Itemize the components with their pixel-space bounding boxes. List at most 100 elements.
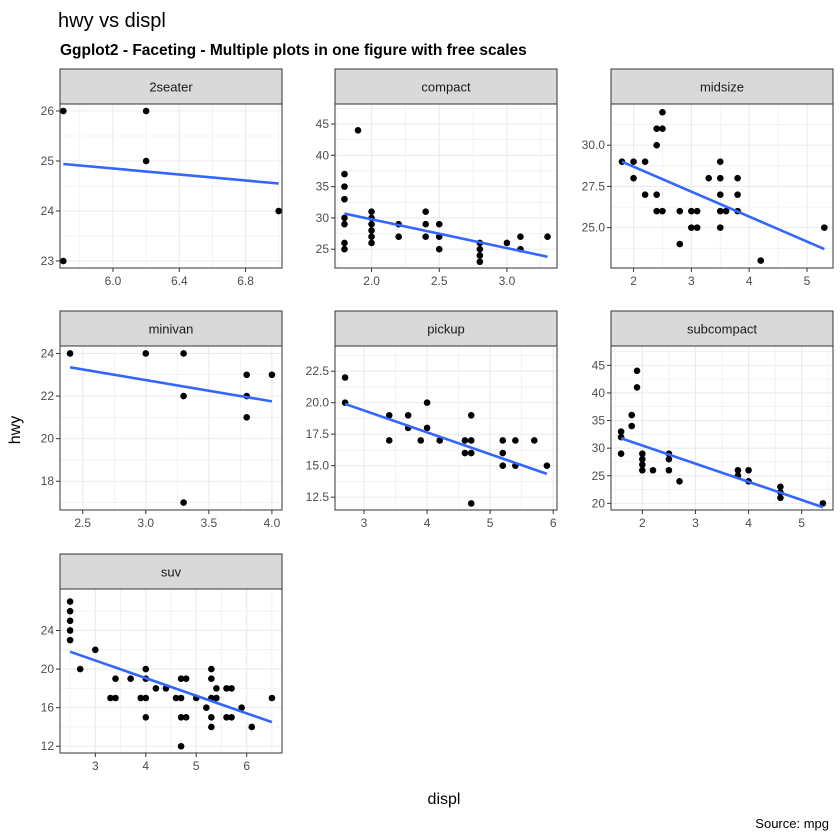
facet-strip-label-compact: compact bbox=[421, 80, 471, 95]
data-point bbox=[641, 158, 649, 165]
x-tick-label: 3 bbox=[692, 516, 699, 530]
data-point bbox=[341, 239, 348, 247]
data-point bbox=[275, 207, 282, 215]
data-point bbox=[499, 449, 507, 457]
data-point bbox=[395, 233, 402, 241]
y-tick-label: 30 bbox=[592, 441, 606, 455]
data-point bbox=[461, 449, 469, 457]
data-point bbox=[243, 414, 250, 421]
data-point bbox=[628, 422, 636, 430]
data-point bbox=[142, 714, 150, 721]
chart-title: hwy vs displ bbox=[58, 10, 166, 32]
data-point bbox=[461, 437, 469, 444]
trend-line-midsize bbox=[621, 160, 825, 251]
data-point bbox=[512, 437, 519, 444]
data-point bbox=[66, 607, 74, 615]
data-point bbox=[716, 158, 724, 165]
x-tick-label: 4.0 bbox=[264, 516, 281, 530]
data-point bbox=[341, 214, 348, 222]
data-point bbox=[676, 207, 684, 215]
data-point bbox=[213, 685, 220, 692]
facet-2seater: 2seater 6.0 6.4 6.8 23 24 25 26 bbox=[41, 68, 283, 288]
data-point bbox=[60, 107, 67, 115]
data-point bbox=[152, 685, 160, 692]
data-point bbox=[716, 191, 724, 198]
y-tick-label: 25 bbox=[316, 242, 330, 256]
y-tick-label: 45 bbox=[316, 117, 330, 131]
data-point bbox=[649, 466, 657, 474]
data-point bbox=[76, 665, 84, 673]
x-tick-label: 3 bbox=[361, 516, 368, 530]
data-point bbox=[476, 245, 484, 253]
x-tick-label: 6 bbox=[243, 759, 250, 773]
data-point bbox=[182, 675, 190, 683]
data-point bbox=[142, 107, 150, 115]
y-tick-label: 24 bbox=[41, 346, 55, 360]
data-point bbox=[517, 233, 524, 241]
data-point bbox=[653, 191, 660, 198]
data-point bbox=[639, 455, 646, 463]
facet-strip-label-subcompact: subcompact bbox=[687, 322, 757, 337]
data-point bbox=[757, 257, 765, 264]
data-point bbox=[659, 108, 666, 116]
data-point bbox=[66, 627, 74, 634]
data-point bbox=[777, 494, 784, 502]
data-point bbox=[630, 158, 637, 165]
y-tick-label: 16 bbox=[41, 701, 55, 715]
data-point bbox=[172, 694, 180, 702]
data-point bbox=[436, 437, 443, 444]
data-point bbox=[821, 224, 828, 231]
panel-background-pickup bbox=[335, 346, 557, 510]
facet-suv: suv 3 4 5 6 12 16 20 24 bbox=[41, 553, 283, 773]
data-point bbox=[499, 437, 507, 444]
x-tick-label: 2.5 bbox=[74, 516, 91, 530]
data-point bbox=[530, 437, 538, 444]
data-point bbox=[499, 462, 507, 469]
y-tick-label: 35 bbox=[592, 414, 606, 428]
data-point bbox=[66, 636, 74, 644]
y-tick-label: 17.5 bbox=[306, 427, 330, 441]
data-point bbox=[665, 455, 673, 463]
chart-caption: Source: mpg bbox=[755, 816, 829, 831]
facet-strip-subcompact bbox=[610, 310, 834, 347]
data-point bbox=[693, 207, 701, 215]
data-point bbox=[112, 694, 119, 702]
data-point bbox=[368, 233, 375, 241]
data-point bbox=[716, 207, 724, 215]
data-point bbox=[653, 207, 660, 215]
data-point bbox=[248, 723, 256, 731]
facet-strip-pickup bbox=[334, 310, 558, 347]
facet-pickup: pickup 3 4 5 6 12.5 15.0 17.5 20.0 22.5 bbox=[306, 310, 558, 530]
data-point bbox=[633, 384, 641, 391]
data-point bbox=[107, 694, 114, 702]
y-tick-label: 35 bbox=[316, 180, 330, 194]
facet-strip-midsize bbox=[610, 68, 834, 105]
data-point bbox=[127, 675, 134, 683]
panel-border-subcompact bbox=[610, 345, 834, 511]
data-point bbox=[734, 191, 741, 198]
data-point bbox=[228, 714, 235, 721]
data-point bbox=[142, 665, 150, 673]
data-point bbox=[243, 371, 250, 379]
facet-strip-compact bbox=[334, 68, 558, 105]
data-point bbox=[705, 174, 713, 182]
data-point bbox=[177, 675, 185, 683]
facet-strip-minivan bbox=[59, 310, 283, 347]
x-tick-label: 6.0 bbox=[105, 274, 122, 288]
panel-grid-pickup bbox=[335, 346, 557, 510]
x-tick-label: 3 bbox=[688, 274, 695, 288]
x-tick-label: 6.8 bbox=[237, 274, 254, 288]
data-point bbox=[66, 350, 74, 357]
data-point bbox=[368, 239, 375, 247]
y-tick-label: 24 bbox=[41, 204, 55, 218]
panel-border-midsize bbox=[610, 103, 834, 269]
data-point bbox=[66, 617, 74, 625]
data-point bbox=[112, 675, 119, 683]
data-point bbox=[435, 245, 443, 253]
facet-strip-label-suv: suv bbox=[161, 565, 182, 580]
y-tick-label: 20 bbox=[592, 496, 606, 510]
data-point bbox=[208, 675, 215, 683]
y-tick-label: 45 bbox=[592, 358, 606, 372]
